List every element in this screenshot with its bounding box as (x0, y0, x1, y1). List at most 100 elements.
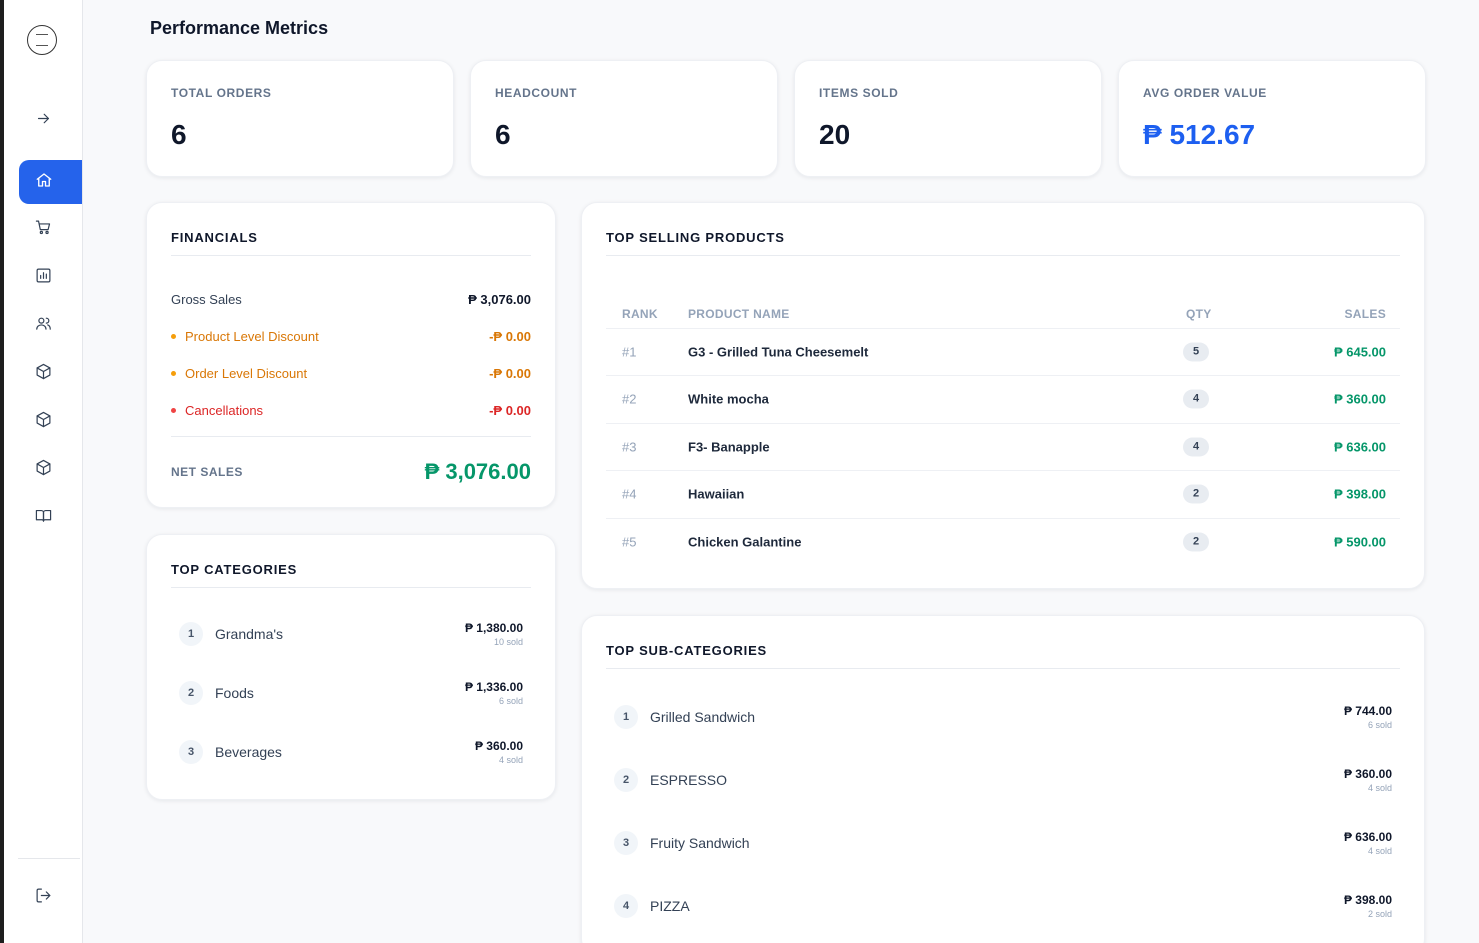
category-item[interactable]: 1 Grandma's ₱ 1,380.00 10 sold (179, 621, 523, 647)
kpi-label: HEADCOUNT (495, 86, 578, 100)
home-icon (35, 171, 53, 194)
net-sales-row: NET SALES ₱ 3,076.00 (171, 459, 531, 485)
rank-badge: 2 (179, 681, 203, 705)
logout-icon (35, 887, 52, 909)
bar-chart-icon (35, 267, 52, 289)
table-row[interactable]: #5 Chicken Galantine 2 ₱ 590.00 (606, 518, 1400, 565)
sidebar-item-home[interactable] (19, 160, 82, 204)
subcategory-sold: 4 sold (1367, 783, 1392, 793)
window-edge (0, 0, 4, 943)
divider (606, 255, 1400, 256)
cancellations-text: Cancellations (185, 402, 264, 418)
kpi-label: AVG ORDER VALUE (1143, 86, 1267, 100)
rank-badge: 1 (179, 622, 203, 646)
product-rank: #5 (622, 534, 637, 550)
column-header-product-name: PRODUCT NAME (688, 307, 790, 321)
table-row[interactable]: #4 Hawaiian 2 ₱ 398.00 (606, 470, 1400, 517)
subcategory-name: Grilled Sandwich (650, 709, 756, 725)
top-categories-card: TOP CATEGORIES 1 Grandma's ₱ 1,380.00 10… (146, 534, 556, 800)
rank-badge: 2 (614, 768, 638, 792)
subcategory-name: PIZZA (650, 898, 690, 914)
subcategory-item[interactable]: 4 PIZZA ₱ 398.00 2 sold (614, 893, 1392, 919)
table-row[interactable]: #1 G3 - Grilled Tuna Cheesemelt 5 ₱ 645.… (606, 328, 1400, 375)
divider (606, 668, 1400, 669)
sidebar-item-users[interactable] (4, 310, 83, 342)
sidebar-item-guide[interactable] (4, 502, 83, 534)
brand-logo (27, 25, 57, 55)
sidebar-item-reports[interactable] (4, 262, 83, 294)
kpi-card-avg-order-value: AVG ORDER VALUE ₱ 512.67 (1118, 60, 1426, 177)
kpi-label: TOTAL ORDERS (171, 86, 272, 100)
kpi-value: 20 (819, 119, 851, 150)
product-rank: #2 (622, 391, 637, 407)
book-icon (35, 507, 52, 529)
subcategory-item[interactable]: 1 Grilled Sandwich ₱ 744.00 6 sold (614, 704, 1392, 730)
order-discount-text: Order Level Discount (185, 365, 308, 381)
product-rank: #4 (622, 486, 637, 502)
subcategory-amount: ₱ 744.00 (1343, 704, 1392, 718)
category-amount: ₱ 1,380.00 (464, 621, 523, 635)
subcategory-amount: ₱ 636.00 (1343, 830, 1392, 844)
financials-card: FINANCIALS Gross Sales ₱ 3,076.00 Produc… (146, 202, 556, 508)
bullet-icon (171, 370, 176, 376)
table-header: RANK PRODUCT NAME QTY SALES (606, 298, 1400, 330)
product-qty: 4 (1183, 437, 1209, 457)
expand-sidebar-icon[interactable] (4, 102, 83, 134)
product-name: Hawaiian (688, 486, 745, 502)
category-item[interactable]: 3 Beverages ₱ 360.00 4 sold (179, 739, 523, 765)
sidebar-item-stock[interactable] (4, 454, 83, 486)
subcategory-item[interactable]: 2 ESPRESSO ₱ 360.00 4 sold (614, 767, 1392, 793)
category-amount: ₱ 1,336.00 (464, 680, 523, 694)
product-qty: 5 (1183, 342, 1209, 362)
category-sold: 4 sold (498, 755, 523, 765)
top-products-card: TOP SELLING PRODUCTS RANK PRODUCT NAME Q… (581, 202, 1425, 589)
gross-sales-row: Gross Sales ₱ 3,076.00 (171, 289, 531, 309)
subcategory-amount: ₱ 398.00 (1343, 893, 1392, 907)
net-sales-value: ₱ 3,076.00 (424, 459, 531, 484)
product-sales: ₱ 360.00 (1333, 391, 1386, 407)
logout-button[interactable] (4, 882, 83, 914)
cancellations-row: Cancellations -₱ 0.00 (171, 400, 531, 420)
order-discount-value: -₱ 0.00 (489, 365, 531, 381)
cancellations-value: -₱ 0.00 (489, 402, 531, 418)
subcategory-item[interactable]: 3 Fruity Sandwich ₱ 636.00 4 sold (614, 830, 1392, 856)
category-item[interactable]: 2 Foods ₱ 1,336.00 6 sold (179, 680, 523, 706)
subcategory-name: ESPRESSO (650, 772, 728, 788)
subcategory-name: Fruity Sandwich (650, 835, 750, 851)
box-icon (35, 411, 52, 433)
sidebar (4, 0, 83, 943)
category-amount: ₱ 360.00 (474, 739, 523, 753)
bullet-icon (171, 407, 176, 413)
sidebar-item-products[interactable] (4, 358, 83, 390)
table-row[interactable]: #2 White mocha 4 ₱ 360.00 (606, 375, 1400, 422)
top-subcategories-card: TOP SUB-CATEGORIES 1 Grilled Sandwich ₱ … (581, 615, 1425, 943)
kpi-value: 6 (495, 119, 511, 150)
box-icon (35, 363, 52, 385)
category-name: Foods (215, 685, 254, 701)
page-title: Performance Metrics (150, 18, 329, 38)
product-name: White mocha (688, 391, 769, 407)
product-rank: #3 (622, 439, 637, 455)
category-name: Grandma's (215, 626, 284, 642)
order-discount-label: Order Level Discount (171, 366, 307, 381)
subcategory-sold: 6 sold (1367, 720, 1392, 730)
divider (171, 436, 531, 437)
product-sales: ₱ 590.00 (1333, 534, 1386, 550)
kpi-card-headcount: HEADCOUNT 6 (470, 60, 778, 177)
column-header-sales: SALES (1344, 307, 1386, 321)
subcategory-sold: 4 sold (1367, 846, 1392, 856)
sidebar-item-inventory[interactable] (4, 406, 83, 438)
product-discount-text: Product Level Discount (185, 328, 319, 344)
sidebar-item-orders[interactable] (4, 214, 83, 246)
box-icon (35, 459, 52, 481)
product-rank: #1 (622, 344, 637, 360)
product-sales: ₱ 398.00 (1333, 486, 1386, 502)
category-name: Beverages (215, 744, 282, 760)
net-sales-label: NET SALES (171, 465, 243, 479)
rank-badge: 4 (614, 894, 638, 918)
table-row[interactable]: #3 F3- Banapple 4 ₱ 636.00 (606, 423, 1400, 470)
gross-sales-value: ₱ 3,076.00 (468, 291, 531, 307)
product-qty: 4 (1183, 389, 1209, 409)
section-title: TOP SUB-CATEGORIES (606, 643, 768, 658)
product-qty: 2 (1183, 484, 1209, 504)
